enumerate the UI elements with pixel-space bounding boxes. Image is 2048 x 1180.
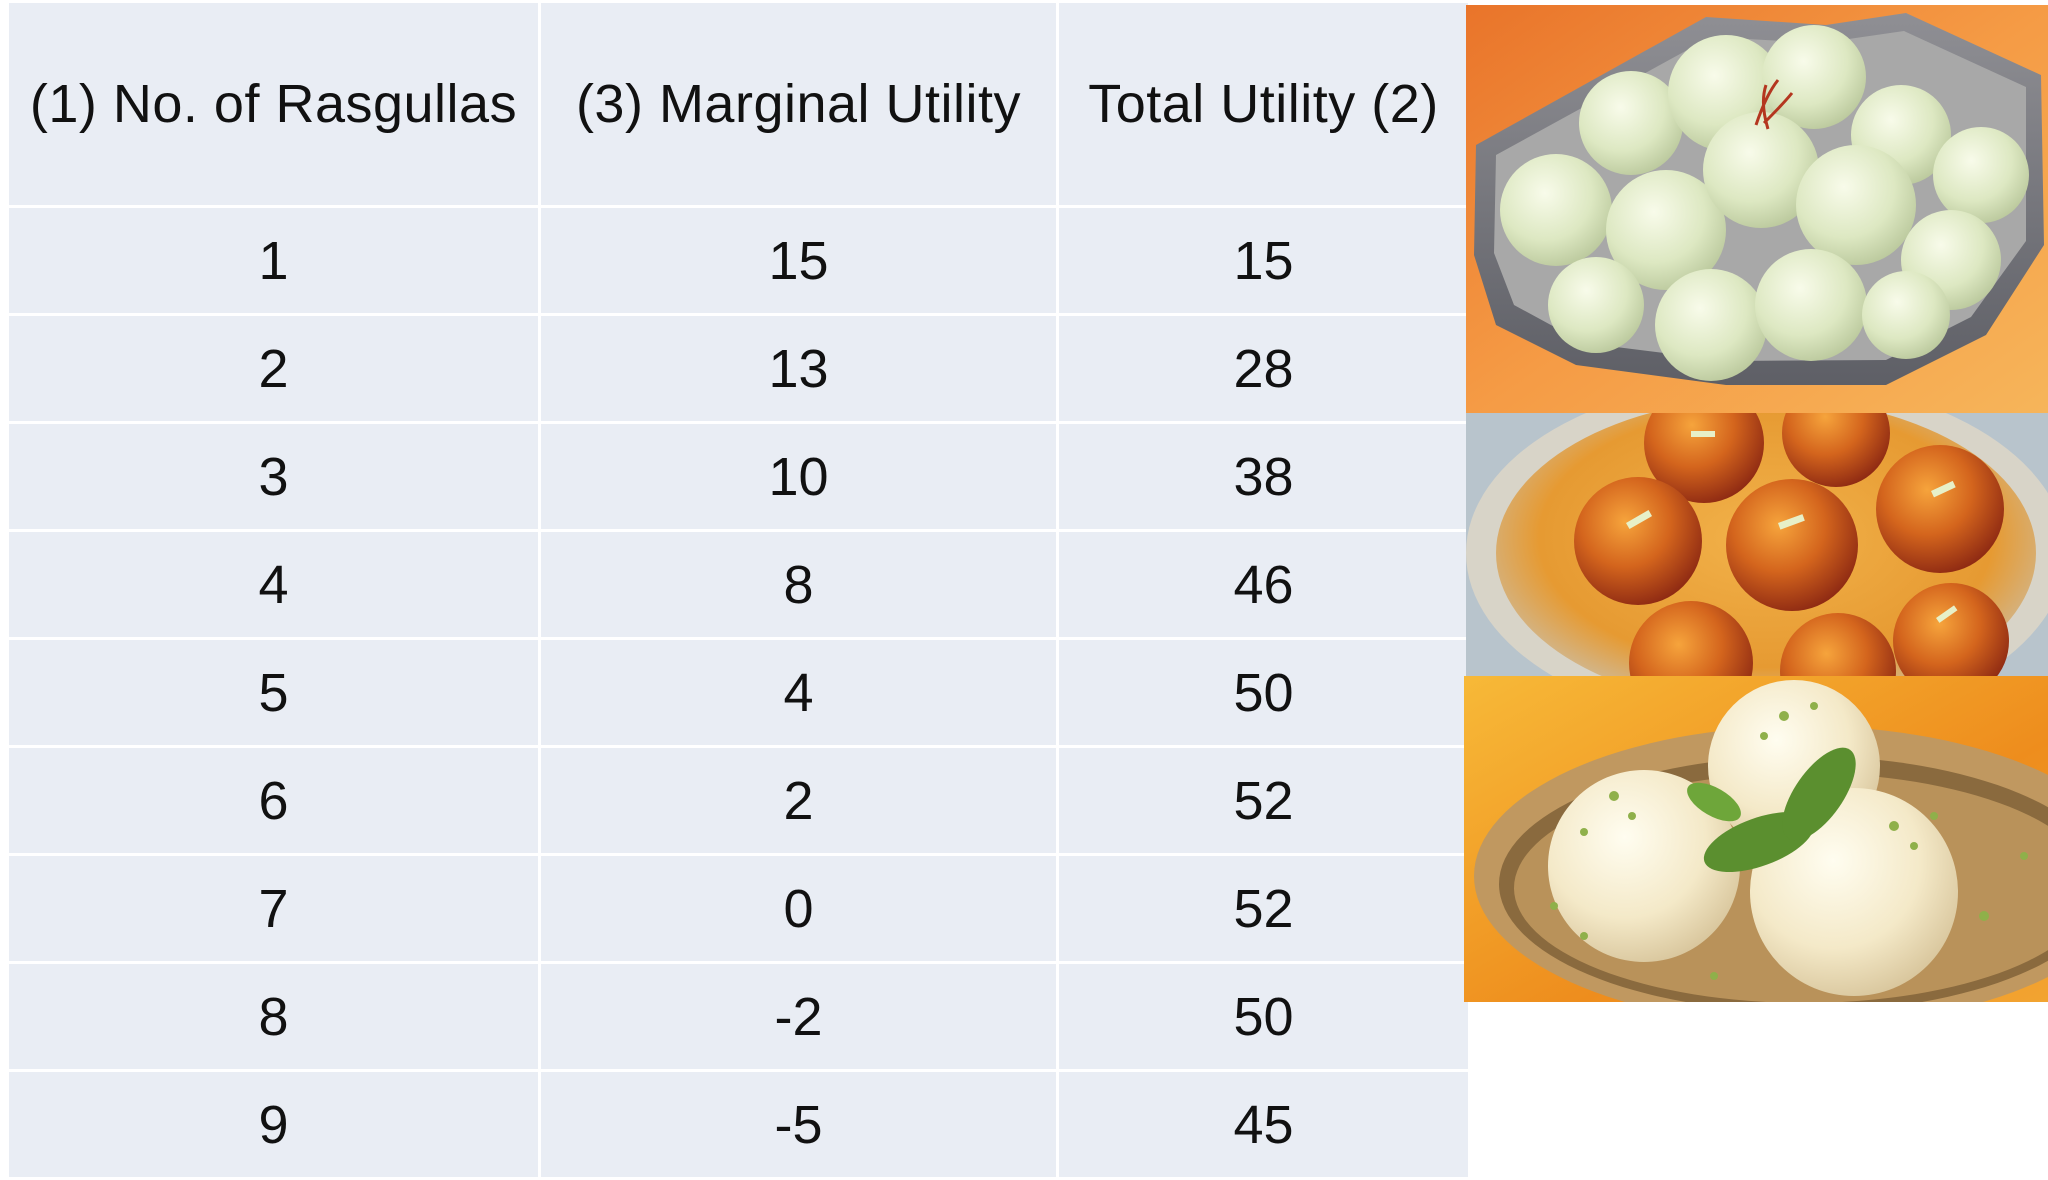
cell-quantity: 3 [6, 421, 541, 532]
cell-quantity: 7 [6, 853, 541, 964]
cell-quantity: 1 [6, 205, 541, 316]
table-row: 6 2 52 [6, 745, 1471, 856]
table-row: 4 8 46 [6, 529, 1471, 640]
table-row: 9 -5 45 [6, 1069, 1471, 1180]
cell-quantity: 2 [6, 313, 541, 424]
cell-marginal-utility: 2 [538, 745, 1059, 856]
rasgulla-bowl-photo [1466, 5, 2048, 413]
cell-total-utility: 45 [1056, 1069, 1471, 1180]
table-row: 7 0 52 [6, 853, 1471, 964]
cell-quantity: 4 [6, 529, 541, 640]
cell-marginal-utility: -2 [538, 961, 1059, 1072]
table-row: 2 13 28 [6, 313, 1471, 424]
cell-marginal-utility: 0 [538, 853, 1059, 964]
gulab-jamun-photo [1466, 413, 2048, 676]
table-row: 8 -2 50 [6, 961, 1471, 1072]
cell-total-utility: 46 [1056, 529, 1471, 640]
cell-quantity: 9 [6, 1069, 541, 1180]
cell-marginal-utility: 15 [538, 205, 1059, 316]
header-no-of-rasgullas: (1) No. of Rasgullas [6, 0, 541, 208]
cell-total-utility: 38 [1056, 421, 1471, 532]
header-marginal-utility: (3) Marginal Utility [538, 0, 1059, 208]
cell-total-utility: 50 [1056, 961, 1471, 1072]
cell-total-utility: 15 [1056, 205, 1471, 316]
cell-total-utility: 50 [1056, 637, 1471, 748]
cell-total-utility: 28 [1056, 313, 1471, 424]
cell-quantity: 6 [6, 745, 541, 856]
cell-quantity: 8 [6, 961, 541, 1072]
table-row: 1 15 15 [6, 205, 1471, 316]
cell-marginal-utility: 13 [538, 313, 1059, 424]
cell-marginal-utility: 10 [538, 421, 1059, 532]
rasmalai-photo [1464, 676, 2048, 1002]
utility-table: (1) No. of Rasgullas (3) Marginal Utilit… [6, 0, 1471, 1180]
table-row: 3 10 38 [6, 421, 1471, 532]
cell-marginal-utility: -5 [538, 1069, 1059, 1180]
cell-total-utility: 52 [1056, 853, 1471, 964]
cell-marginal-utility: 4 [538, 637, 1059, 748]
cell-marginal-utility: 8 [538, 529, 1059, 640]
table-header-row: (1) No. of Rasgullas (3) Marginal Utilit… [6, 0, 1471, 208]
cell-quantity: 5 [6, 637, 541, 748]
table-row: 5 4 50 [6, 637, 1471, 748]
header-total-utility: Total Utility (2) [1056, 0, 1471, 208]
slide: (1) No. of Rasgullas (3) Marginal Utilit… [6, 0, 2048, 1180]
cell-total-utility: 52 [1056, 745, 1471, 856]
